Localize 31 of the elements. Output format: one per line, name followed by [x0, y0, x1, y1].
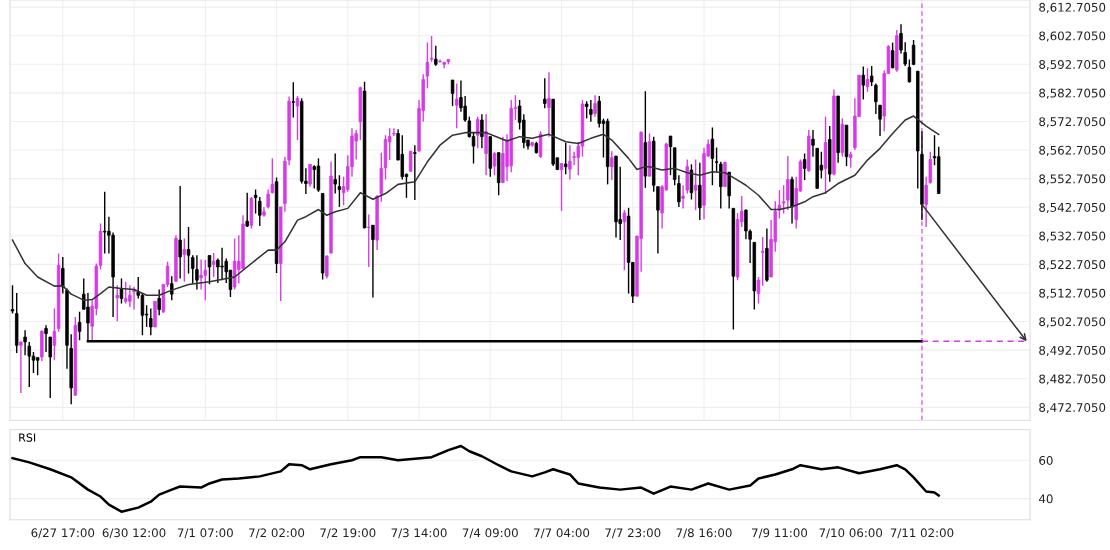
x-tick-label: 7/10 06:00: [819, 528, 883, 539]
x-tick-label: 7/1 07:00: [177, 528, 233, 539]
y-tick-label: 8,512.7050: [1039, 288, 1106, 299]
y-tick-label: 8,592.7050: [1039, 60, 1106, 71]
y-tick-label: 8,502.7050: [1039, 317, 1106, 328]
y-tick-label: 8,532.7050: [1039, 231, 1106, 242]
y-tick-label: 60: [1039, 455, 1053, 465]
y-tick-label: 8,562.7050: [1039, 145, 1106, 156]
x-tick-label: 6/30 12:00: [102, 528, 166, 539]
x-tick-label: 7/8 16:00: [676, 528, 732, 539]
y-tick-label: 8,552.7050: [1039, 174, 1106, 185]
y-tick-label: 8,582.7050: [1039, 88, 1106, 99]
y-tick-label: 8,492.7050: [1039, 345, 1106, 357]
x-tick-label: 7/7 23:00: [605, 528, 661, 539]
x-tick-label: 6/27 17:00: [31, 528, 95, 539]
y-tick-label: 40: [1038, 494, 1053, 504]
y-tick-label: 8,482.7050: [1039, 374, 1106, 385]
x-tick-label: 7/11 02:00: [890, 528, 954, 539]
x-tick-label: 7/7 04:00: [534, 528, 590, 539]
chart-title: RSI: [19, 433, 36, 442]
x-tick-label: 7/2 02:00: [249, 528, 305, 539]
x-tick-label: 7/4 09:00: [462, 528, 518, 539]
y-tick-label: 8,572.7050: [1039, 117, 1106, 128]
y-tick-label: 8,542.7050: [1039, 202, 1106, 214]
y-tick-label: 8,602.7050: [1039, 31, 1106, 42]
x-tick-label: 7/9 11:00: [752, 528, 808, 539]
y-tick-label: 8,522.7050: [1039, 260, 1106, 271]
y-tick-label: 8,472.7050: [1039, 403, 1106, 414]
x-tick-label: 7/3 14:00: [391, 528, 447, 539]
y-tick-label: 8,612.7050: [1039, 2, 1106, 13]
x-tick-label: 7/2 19:00: [320, 528, 376, 539]
